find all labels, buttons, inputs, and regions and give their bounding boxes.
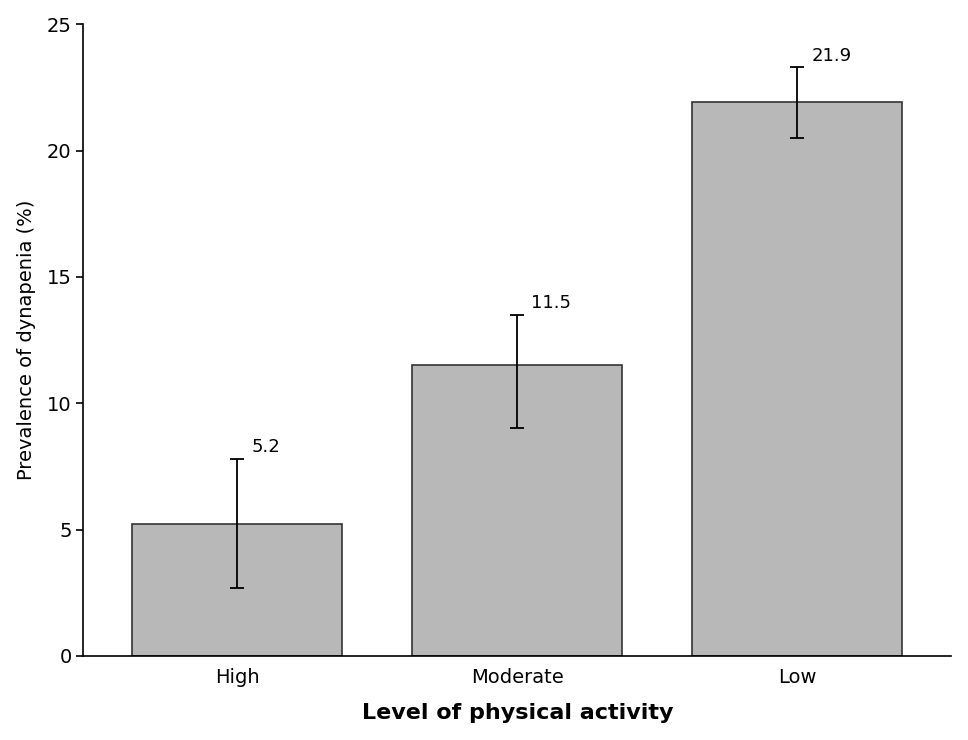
Bar: [692, 103, 902, 656]
Text: 11.5: 11.5: [531, 295, 571, 312]
Bar: [133, 525, 343, 656]
Text: 21.9: 21.9: [811, 47, 852, 64]
X-axis label: Level of physical activity: Level of physical activity: [362, 703, 673, 723]
Bar: [412, 366, 622, 656]
Y-axis label: Prevalence of dynapenia (%): Prevalence of dynapenia (%): [16, 200, 36, 480]
Text: 5.2: 5.2: [252, 438, 280, 457]
